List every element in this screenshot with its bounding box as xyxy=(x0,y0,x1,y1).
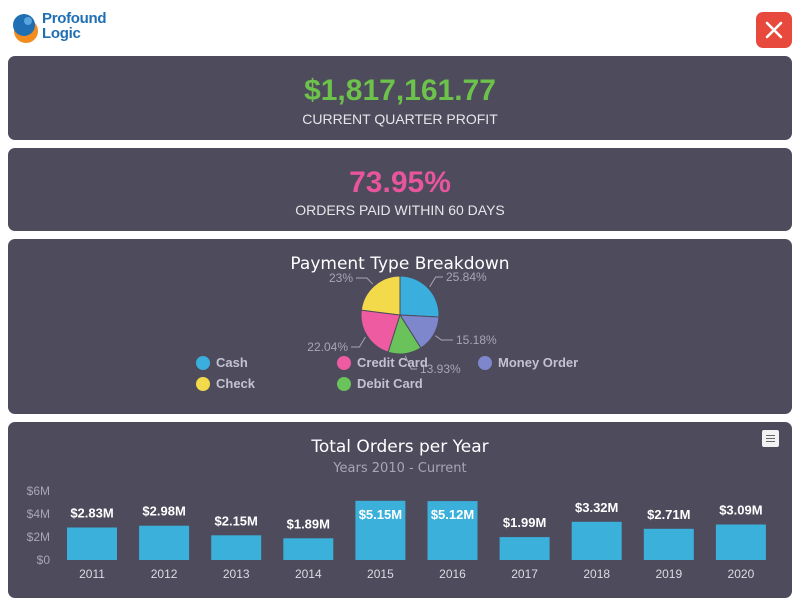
pie-leader-line xyxy=(351,336,366,348)
pie-slice-check[interactable] xyxy=(360,275,401,316)
pie-leader-line xyxy=(429,276,443,288)
pie-leader-line xyxy=(356,277,374,285)
bar-2011[interactable] xyxy=(67,527,117,561)
close-icon xyxy=(765,21,783,39)
legend-label: Cash xyxy=(216,355,248,370)
pie-data-label: 25.84% xyxy=(446,270,487,284)
x-axis-tick-label: 2018 xyxy=(583,567,610,581)
bar-2016[interactable] xyxy=(427,501,478,560)
bar-2017[interactable] xyxy=(499,537,550,560)
x-axis-tick-label: 2014 xyxy=(295,567,322,581)
legend-label: Money Order xyxy=(498,355,579,370)
orders-paid-value: 73.95% xyxy=(349,166,451,199)
pie-leader-line xyxy=(435,335,453,341)
profound-logic-logo: Profound Logic xyxy=(12,11,112,45)
legend-swatch xyxy=(337,356,351,370)
pie-slice-credit-card[interactable] xyxy=(360,309,401,353)
bar-data-label: $3.32M xyxy=(575,500,618,515)
pie-chart: 25.84% 15.18% 13.93% 22.04% 23% xyxy=(307,270,497,376)
legend-swatch xyxy=(196,356,210,370)
x-axis-tick-label: 2013 xyxy=(223,567,250,581)
bar-data-label: $5.12M xyxy=(431,507,474,522)
bar-data-label: $2.83M xyxy=(70,506,113,521)
bar-2019[interactable] xyxy=(643,528,694,560)
bar-2018[interactable] xyxy=(571,521,622,560)
pie-slice-cash[interactable] xyxy=(399,275,440,318)
bar-2020[interactable] xyxy=(715,524,766,561)
bar-chart: $0 $2M $4M $6M $2.83M 2011 $2.98M 2012 $2.15M 201… xyxy=(27,484,766,581)
bar-2013[interactable] xyxy=(211,535,262,560)
bar-data-label: $1.99M xyxy=(503,515,546,530)
bar-2012[interactable] xyxy=(139,525,190,560)
x-axis-tick-label: 2016 xyxy=(439,567,466,581)
payment-type-panel: Payment Type Breakdown 25.84% 15.18% 13.93… xyxy=(8,239,792,414)
top-bar: Profound Logic xyxy=(0,0,800,56)
bar-chart-subtitle: Years 2010 - Current xyxy=(333,461,467,476)
x-axis-tick-label: 2011 xyxy=(79,567,105,581)
pie-data-label: 22.04% xyxy=(307,340,348,354)
orders-per-year-panel: Total Orders per Year Years 2010 - Curre… xyxy=(8,422,792,598)
profit-card: $1,817,161.77 CURRENT QUARTER PROFIT xyxy=(8,56,792,140)
bar-data-label: $5.15M xyxy=(359,507,402,522)
pie-data-label: 23% xyxy=(329,271,353,285)
x-axis-tick-label: 2015 xyxy=(367,567,394,581)
y-axis-tick-label: $4M xyxy=(27,507,50,521)
pie-data-label: 15.18% xyxy=(456,333,497,347)
legend-label: Credit Card xyxy=(357,355,428,370)
bar-2014[interactable] xyxy=(283,538,334,560)
chart-menu-button[interactable] xyxy=(762,430,779,447)
logo-text-line1: Profound xyxy=(42,10,107,27)
x-axis-tick-label: 2017 xyxy=(511,567,538,581)
orders-paid-label: ORDERS PAID WITHIN 60 DAYS xyxy=(295,202,505,218)
logo-mark xyxy=(13,14,38,43)
bar-data-label: $3.09M xyxy=(719,503,762,518)
profit-value: $1,817,161.77 xyxy=(304,74,496,107)
x-axis-tick-label: 2020 xyxy=(728,567,755,581)
profit-label: CURRENT QUARTER PROFIT xyxy=(302,111,498,127)
y-axis-tick-label: $2M xyxy=(27,530,50,544)
x-axis-tick-label: 2012 xyxy=(151,567,178,581)
logo-text-line2: Logic xyxy=(42,25,81,42)
legend-swatch xyxy=(196,377,210,391)
legend-label: Debit Card xyxy=(357,376,423,391)
bar-data-label: $2.98M xyxy=(142,504,185,519)
legend-label: Check xyxy=(216,376,256,391)
bar-data-label: $1.89M xyxy=(287,516,330,531)
bar-chart-title: Total Orders per Year xyxy=(311,437,489,457)
pie-leader-line xyxy=(404,355,417,370)
bar-2015[interactable] xyxy=(355,500,406,560)
bar-data-label: $2.15M xyxy=(215,513,258,528)
x-axis-tick-label: 2019 xyxy=(655,567,682,581)
pie-data-label: 13.93% xyxy=(420,362,461,376)
pie-chart-title: Payment Type Breakdown xyxy=(290,254,510,274)
close-button[interactable] xyxy=(756,12,792,48)
y-axis-tick-label: $6M xyxy=(27,484,50,498)
legend-swatch xyxy=(337,377,351,391)
legend-swatch xyxy=(478,356,492,370)
orders-paid-card: 73.95% ORDERS PAID WITHIN 60 DAYS xyxy=(8,148,792,231)
bar-data-label: $2.71M xyxy=(647,507,690,522)
y-axis-tick-label: $0 xyxy=(37,553,51,567)
